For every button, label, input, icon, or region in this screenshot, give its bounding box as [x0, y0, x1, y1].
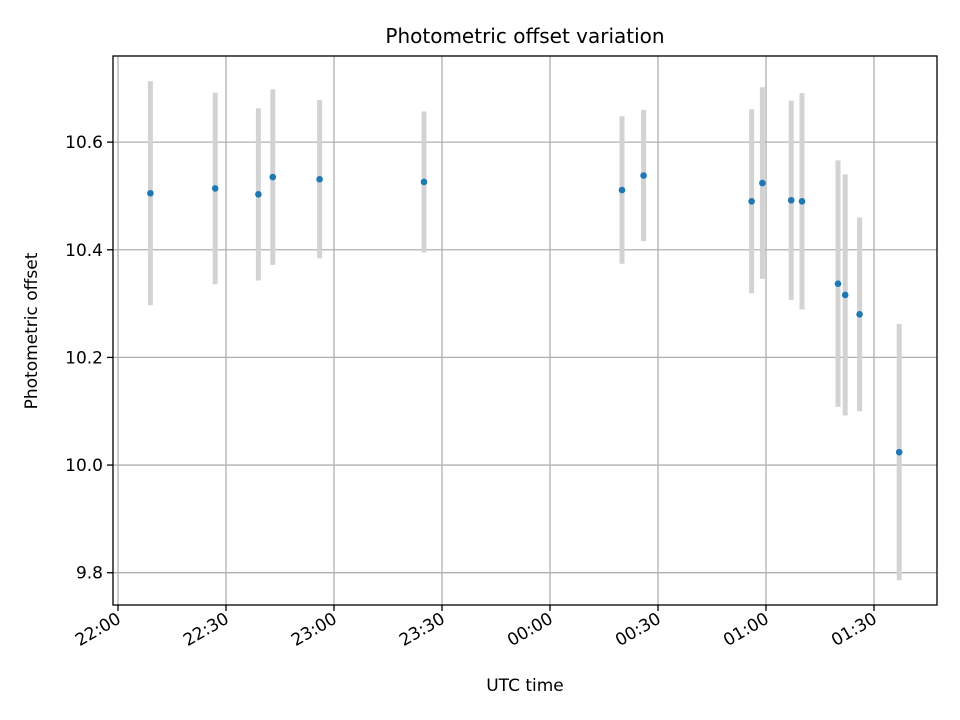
y-tick-label: 10.0 [65, 456, 103, 476]
data-point [269, 173, 277, 181]
data-point [420, 178, 428, 186]
data-point [640, 172, 647, 179]
data-point [841, 291, 849, 299]
data-points [147, 172, 903, 456]
data-point [834, 280, 842, 287]
y-axis-label: Photometric offset [22, 252, 42, 409]
data-point [895, 448, 903, 456]
data-point [787, 196, 795, 204]
y-tick-label: 10.4 [65, 241, 103, 261]
data-point [316, 175, 323, 183]
y-tick-label: 9.8 [76, 564, 103, 584]
data-point [211, 185, 219, 192]
y-tick-label: 10.2 [65, 348, 103, 368]
data-point [255, 191, 262, 198]
chart-title: Photometric offset variation [385, 24, 664, 48]
y-tick-label: 10.6 [65, 133, 103, 153]
x-axis-label: UTC time [486, 676, 564, 696]
data-point [798, 198, 806, 205]
plot-area [112, 55, 938, 606]
data-point [748, 198, 755, 205]
y-axis: 9.8 10.0 10.2 10.4 10.6 [65, 133, 113, 584]
data-point [618, 186, 626, 194]
data-point [759, 179, 766, 187]
data-point [856, 311, 863, 318]
axes-frame [112, 55, 938, 606]
data-point [147, 189, 154, 197]
